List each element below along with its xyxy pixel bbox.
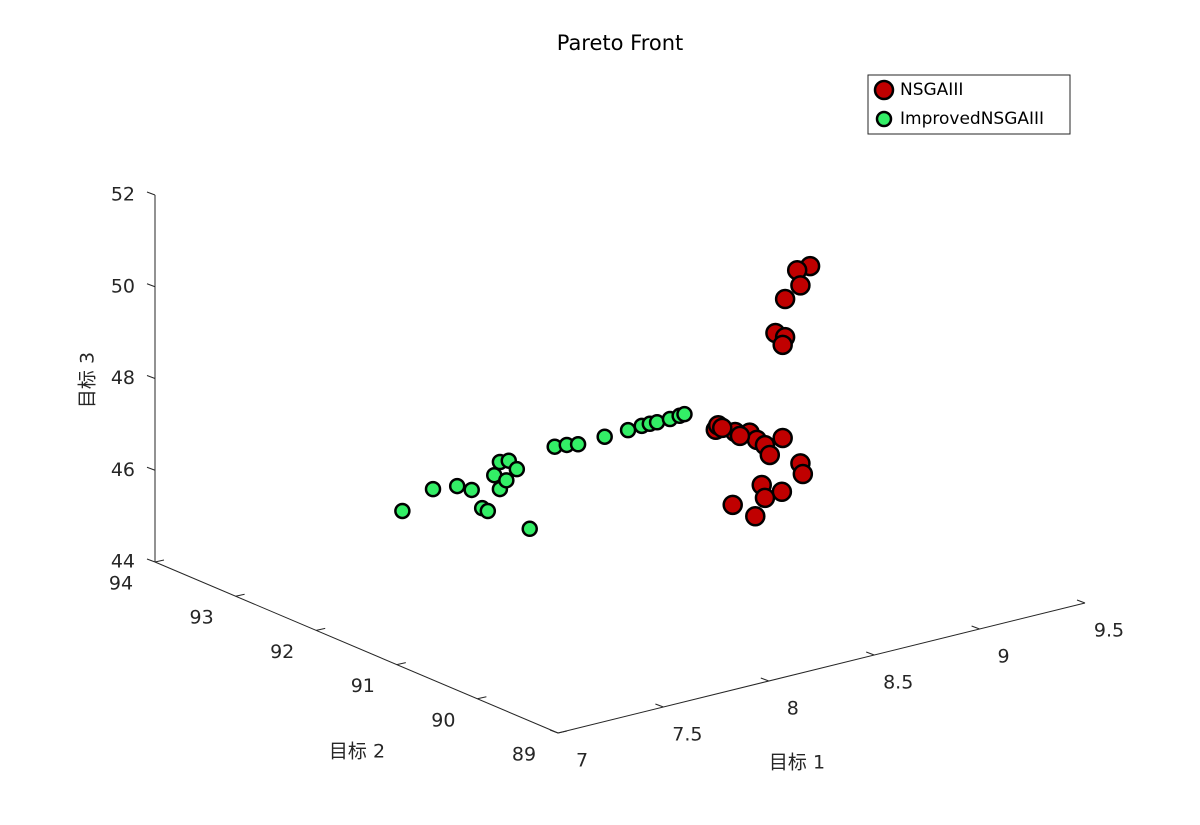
z-tick bbox=[146, 283, 156, 288]
point bbox=[792, 463, 814, 485]
legend-marker bbox=[873, 79, 895, 101]
point bbox=[754, 487, 776, 509]
point bbox=[772, 427, 793, 449]
point bbox=[759, 444, 781, 466]
z-tick bbox=[146, 191, 156, 196]
y-tick bbox=[557, 730, 568, 734]
x-tick-label: 9.5 bbox=[1094, 620, 1124, 642]
x-axis bbox=[557, 602, 1086, 734]
y-tick bbox=[154, 559, 165, 563]
x-tick-label: 8 bbox=[787, 698, 799, 720]
y-tick-label: 91 bbox=[351, 675, 375, 697]
point bbox=[508, 460, 526, 478]
z-tick-label: 48 bbox=[111, 367, 135, 389]
point bbox=[729, 425, 751, 447]
x-tick bbox=[549, 729, 559, 734]
z-tick bbox=[146, 466, 156, 471]
legend-label: NSGAIII bbox=[900, 80, 963, 100]
z-tick-label: 44 bbox=[111, 551, 135, 573]
point bbox=[771, 481, 793, 502]
x-tick bbox=[971, 625, 980, 630]
point bbox=[521, 520, 538, 538]
x-tick bbox=[866, 651, 875, 656]
point bbox=[479, 502, 497, 520]
series bbox=[394, 405, 693, 538]
point bbox=[394, 502, 411, 520]
y-tick bbox=[316, 627, 326, 631]
point bbox=[619, 421, 637, 439]
y-tick-label: 94 bbox=[109, 573, 133, 595]
z-tick-label: 50 bbox=[111, 275, 135, 297]
x-tick-label: 7.5 bbox=[672, 724, 702, 746]
y-tick bbox=[396, 662, 406, 666]
chart-title: Pareto Front bbox=[557, 31, 684, 55]
z-tick-label: 46 bbox=[111, 459, 135, 481]
z-tick-label: 52 bbox=[111, 184, 135, 206]
z-tick bbox=[146, 558, 156, 563]
y-tick bbox=[235, 593, 245, 597]
x-axis-label: 目标 1 bbox=[769, 752, 825, 774]
x-tick bbox=[760, 677, 769, 682]
x-tick-label: 9 bbox=[998, 646, 1010, 668]
y-axis bbox=[154, 561, 559, 734]
y-tick-label: 89 bbox=[512, 744, 536, 766]
point bbox=[774, 288, 796, 310]
x-tick bbox=[655, 703, 664, 708]
z-tick bbox=[146, 375, 156, 379]
point bbox=[596, 428, 613, 445]
z-axis-label: 目标 3 bbox=[77, 352, 99, 408]
point bbox=[448, 477, 466, 495]
legend-marker bbox=[875, 110, 893, 128]
point bbox=[711, 417, 733, 439]
y-tick-label: 92 bbox=[270, 641, 294, 663]
point bbox=[463, 481, 480, 499]
y-tick bbox=[477, 696, 487, 700]
point bbox=[722, 494, 743, 516]
legend-box bbox=[867, 74, 1071, 135]
x-tick-label: 7 bbox=[576, 750, 588, 772]
legend-label: ImprovedNSGAIII bbox=[900, 109, 1044, 129]
point bbox=[569, 436, 587, 453]
series bbox=[705, 255, 821, 527]
point bbox=[424, 480, 442, 498]
x-tick bbox=[1076, 599, 1086, 604]
x-tick-label: 8.5 bbox=[883, 672, 913, 694]
y-axis-label: 目标 2 bbox=[329, 741, 385, 763]
y-tick-label: 93 bbox=[190, 607, 214, 629]
point bbox=[498, 472, 515, 489]
point bbox=[772, 334, 793, 356]
point bbox=[676, 405, 693, 423]
point bbox=[745, 505, 766, 527]
point bbox=[790, 275, 811, 296]
y-tick-label: 90 bbox=[431, 709, 455, 731]
